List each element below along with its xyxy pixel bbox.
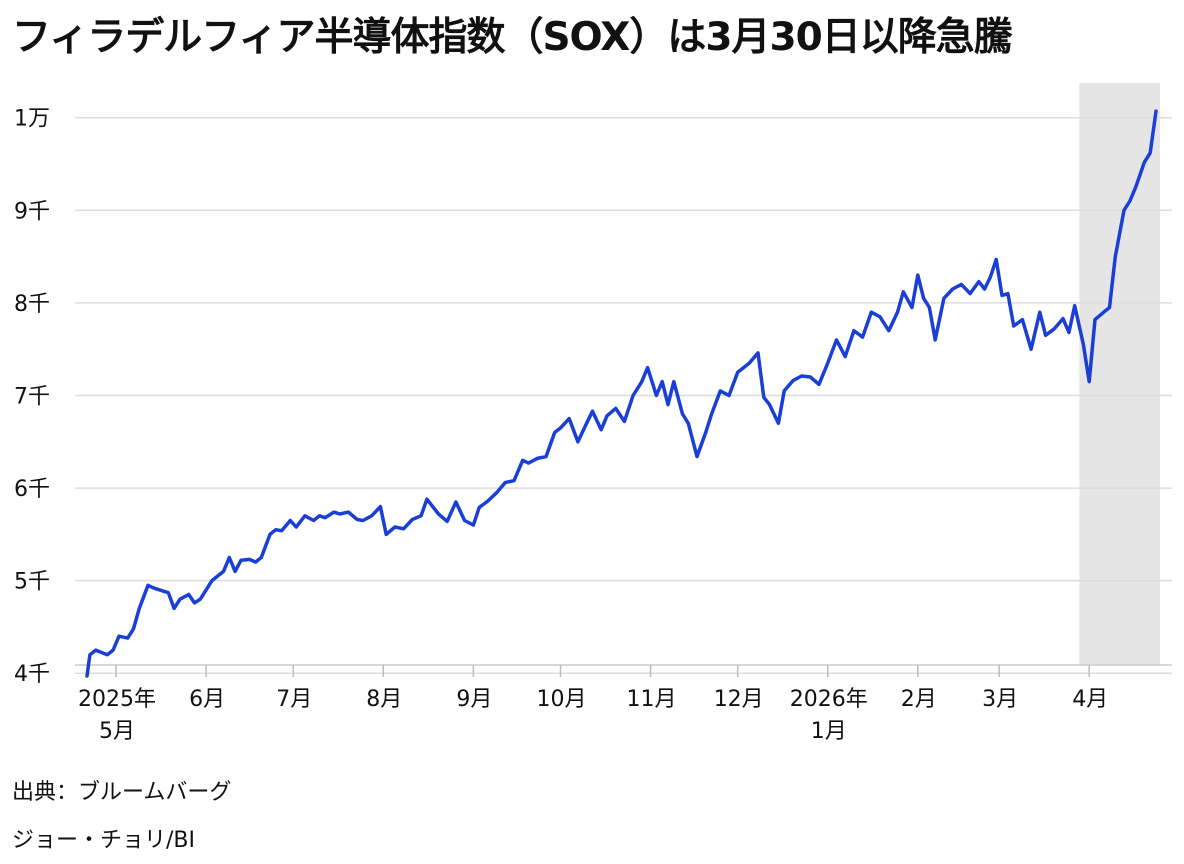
sox-index-line	[85, 109, 1158, 678]
x-tick-label: 10月	[536, 687, 586, 712]
x-tick-label: 3月	[982, 687, 1018, 712]
x-tick-label: 2月	[901, 687, 937, 712]
y-tick-label: 4千	[14, 662, 50, 687]
x-axis-labels: 2025年 5月 6月 7月 8月 9月 10月 11月 12月 2026年 1月 2月 3月 4月	[78, 687, 1108, 744]
source-note: 出典：ブルームバーグ	[12, 780, 232, 805]
highlight-band	[1079, 83, 1160, 665]
x-axis-ticks	[115, 665, 1090, 677]
y-axis-labels: 4千 5千 6千 7千 8千 9千 1万	[14, 107, 50, 688]
x-tick-label: 8月	[366, 687, 402, 712]
y-tick-label: 1万	[14, 107, 50, 132]
y-tick-label: 7千	[14, 384, 50, 409]
gridlines	[75, 116, 1172, 674]
highlight-band-layer	[1079, 83, 1160, 665]
x-tick-label: 2026年	[790, 687, 868, 712]
x-tick-label: 6月	[189, 687, 225, 712]
y-tick-label: 9千	[14, 199, 50, 224]
y-tick-label: 6千	[14, 477, 50, 502]
x-tick-label: 1月	[811, 719, 847, 744]
x-tick-label: 11月	[627, 687, 677, 712]
x-tick-label: 2025年	[78, 687, 156, 712]
x-tick-label: 12月	[714, 687, 764, 712]
x-tick-label: 5月	[99, 719, 135, 744]
credit-note: ジョー・チョリ/BI	[12, 828, 195, 853]
y-tick-label: 5千	[14, 570, 50, 595]
x-tick-label: 9月	[456, 687, 492, 712]
y-tick-label: 8千	[14, 292, 50, 317]
chart-title: フィラデルフィア半導体指数（SOX）は3月30日以降急騰	[12, 15, 1013, 60]
x-tick-label: 7月	[276, 687, 312, 712]
x-tick-label: 4月	[1072, 687, 1108, 712]
